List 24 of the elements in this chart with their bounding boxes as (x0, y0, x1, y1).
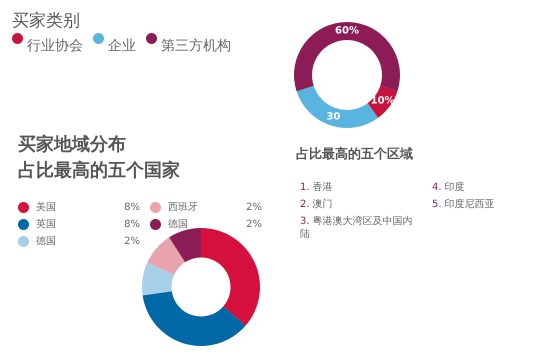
text: 占比最高的五个区域 (296, 146, 414, 163)
text: 3. 粤港澳大湾区及中国内陆 (300, 216, 413, 240)
data-label: 8% (124, 202, 140, 212)
legend-label: 西班牙 (168, 200, 199, 214)
text: 1. 香港 (300, 182, 333, 193)
text: 5. 印度尼西亚 (432, 199, 495, 210)
data-label: 30 (326, 111, 340, 122)
text: 4. 印度 (432, 182, 465, 193)
data-label: 60% (335, 26, 359, 37)
data-label: 2% (124, 236, 140, 246)
legend-label: 第三方机构 (161, 37, 231, 55)
legend-label: 美国 (36, 200, 57, 214)
legend-label: 德国 (36, 235, 57, 248)
data-label: 2% (246, 202, 262, 212)
legend-label: 德国 (168, 218, 189, 231)
text: 2. 澳门 (300, 199, 333, 210)
legend-label: 行业协会 (27, 37, 83, 55)
chart-title: 买家地域分布 (18, 133, 127, 157)
legend-label: 企业 (108, 37, 136, 55)
data-label: 2% (246, 218, 262, 230)
chart-subtitle: 占比最高的五个国家 (18, 159, 180, 183)
data-label: 8% (124, 218, 140, 230)
legend-label: 英国 (36, 218, 57, 231)
chart-title: 买家类别 (12, 10, 80, 33)
